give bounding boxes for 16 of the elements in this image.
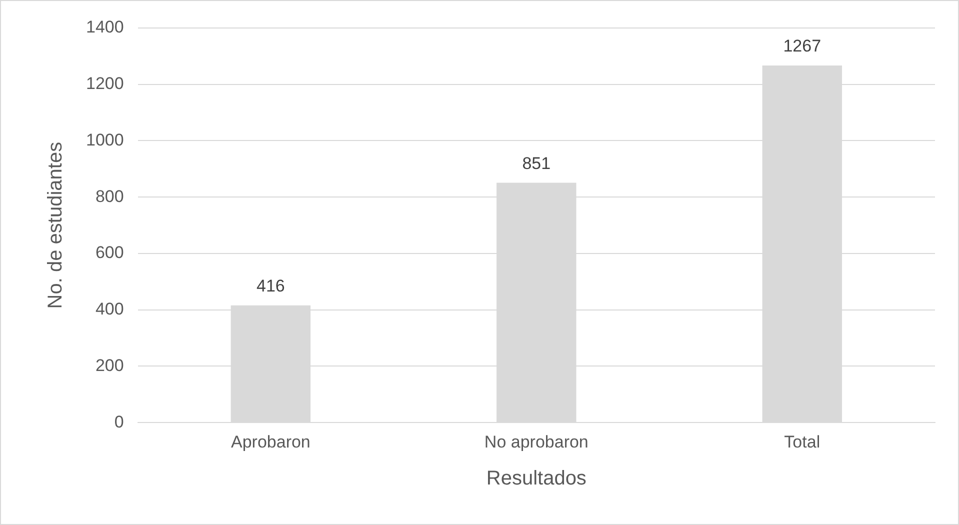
y-axis-title: No. de estudiantes [44,142,67,309]
x-tick-label: No aprobaron [484,432,588,452]
y-tick-label: 400 [95,300,124,319]
y-tick-label: 1000 [86,130,124,150]
x-tick-label: Aprobaron [230,432,310,452]
y-tick-label: 800 [95,186,124,206]
y-tick-label: 0 [114,412,124,432]
data-label: 851 [522,154,551,173]
y-tick-label: 200 [95,356,124,375]
y-tick-label: 600 [95,243,124,262]
data-label: 416 [256,276,285,296]
data-label: 1267 [783,36,822,56]
y-tick-label: 1400 [86,18,124,37]
y-tick-label: 1200 [86,74,124,94]
x-axis-title: Resultados [486,468,586,490]
x-tick-label: Total [784,432,820,452]
